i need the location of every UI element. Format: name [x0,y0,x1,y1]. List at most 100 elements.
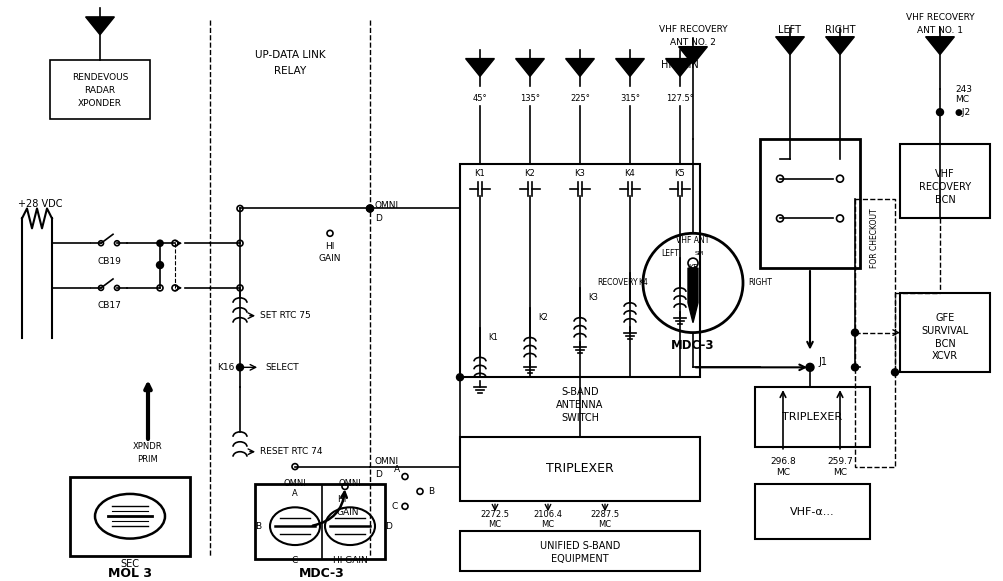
Text: ●J2: ●J2 [954,107,970,117]
Text: 45°: 45° [472,94,486,103]
Text: RIGHT: RIGHT [823,25,855,35]
Text: 2106.4: 2106.4 [533,510,562,519]
Text: LEFT: LEFT [777,25,800,35]
Text: OMNI: OMNI [283,479,306,488]
Text: ANTENNA: ANTENNA [556,400,603,410]
Text: SEC: SEC [120,559,139,569]
Text: UP-DATA LINK: UP-DATA LINK [255,49,325,60]
Text: TRIPLEXER: TRIPLEXER [781,412,842,422]
Circle shape [456,374,463,381]
Bar [459,164,699,377]
Circle shape [851,364,858,371]
Text: 135°: 135° [520,94,540,103]
Text: 315°: 315° [620,94,639,103]
Text: MC: MC [598,519,611,529]
Text: VHF RECOVERY: VHF RECOVERY [658,26,726,34]
Text: HI GAIN: HI GAIN [332,557,367,565]
Text: B: B [255,522,261,530]
Polygon shape [516,59,544,77]
Circle shape [891,369,898,376]
Text: SET RTC 75: SET RTC 75 [260,311,311,320]
Text: SELECT: SELECT [265,363,298,372]
Text: XPNDR: XPNDR [133,442,162,451]
Circle shape [936,109,943,116]
Text: D: D [626,59,633,70]
Text: MC: MC [832,468,847,477]
Text: A: A [292,489,298,498]
Polygon shape [85,17,114,35]
Text: MC: MC [541,519,554,529]
Text: MDC-3: MDC-3 [671,339,714,352]
Bar [459,437,699,501]
Text: D: D [375,214,381,223]
Circle shape [366,205,373,212]
Polygon shape [678,46,707,64]
Text: OMNI: OMNI [375,457,399,466]
Text: FOR CHECKOUT: FOR CHECKOUT [870,209,879,268]
Text: LEFT: LEFT [660,249,678,257]
Text: RENDEVOUS: RENDEVOUS [72,73,128,82]
Bar [754,387,870,447]
Circle shape [366,205,373,212]
Text: 259.7: 259.7 [826,457,852,466]
Text: CB19: CB19 [97,257,120,266]
Text: 243: 243 [954,85,971,94]
Circle shape [157,241,162,246]
Bar [459,531,699,571]
Text: BCN: BCN [934,195,955,205]
Bar [754,485,870,539]
Text: HI: HI [325,242,334,251]
Polygon shape [925,37,954,55]
Text: A: A [476,59,482,70]
Text: OMNI: OMNI [338,479,361,488]
Text: C: C [391,502,397,511]
Text: XCVR: XCVR [931,352,957,361]
Text: CB17: CB17 [97,302,120,310]
Text: HI GAIN: HI GAIN [660,59,698,70]
Text: K3: K3 [574,169,585,178]
Text: D: D [384,522,391,530]
Text: K5: K5 [687,264,697,272]
Text: HI: HI [337,495,346,504]
Text: VHF: VHF [934,168,954,179]
Text: SWITCH: SWITCH [561,413,599,423]
Text: K16: K16 [218,363,235,372]
Circle shape [156,261,163,268]
Text: BCN: BCN [934,339,955,349]
Text: SM: SM [694,250,703,256]
Polygon shape [687,268,697,322]
Text: SURVIVAL: SURVIVAL [921,325,968,336]
Circle shape [237,364,244,371]
Text: B: B [527,59,533,70]
Text: 225°: 225° [570,94,590,103]
Text: RELAY: RELAY [274,66,306,77]
Polygon shape [565,59,594,77]
Text: MC: MC [775,468,789,477]
Text: GAIN: GAIN [318,254,341,263]
Bar [759,139,860,268]
Text: 2287.5: 2287.5 [590,510,619,519]
Text: ANT NO. 2: ANT NO. 2 [669,38,715,47]
Polygon shape [665,59,694,77]
Text: GFE: GFE [935,313,954,322]
Text: K3: K3 [588,293,597,302]
Text: C: C [292,557,298,565]
Bar [899,144,989,218]
Text: +28 VDC: +28 VDC [18,199,62,209]
Text: RADAR: RADAR [84,86,115,95]
Text: VHF RECOVERY: VHF RECOVERY [905,13,973,23]
Text: 2272.5: 2272.5 [480,510,509,519]
Text: S-BAND: S-BAND [561,387,598,397]
Text: A: A [393,465,399,474]
Polygon shape [775,37,803,55]
Text: MC: MC [954,95,968,104]
Polygon shape [465,59,493,77]
Text: K4: K4 [637,278,647,288]
Text: MDC-3: MDC-3 [299,567,345,580]
Text: J1: J1 [817,357,826,367]
Bar [255,485,384,559]
Bar [70,476,190,556]
Text: UNIFIED S-BAND: UNIFIED S-BAND [540,541,620,551]
Text: ANT NO. 1: ANT NO. 1 [916,26,962,35]
Text: MOL 3: MOL 3 [108,567,151,580]
